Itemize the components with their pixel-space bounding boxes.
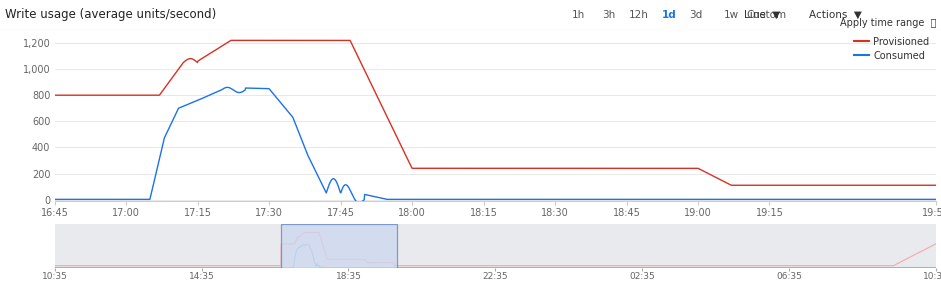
- Text: Write usage (average units/second): Write usage (average units/second): [5, 9, 215, 21]
- Text: Actions  ▼: Actions ▼: [809, 10, 862, 20]
- Text: 12h: 12h: [629, 10, 649, 20]
- Text: 1d: 1d: [662, 10, 677, 20]
- Bar: [281, 224, 397, 268]
- Text: Line  ▼: Line ▼: [744, 10, 780, 20]
- Text: 1w: 1w: [724, 10, 739, 20]
- Text: 1h: 1h: [572, 10, 585, 20]
- Text: Custom: Custom: [747, 10, 787, 20]
- Text: 3h: 3h: [602, 10, 615, 20]
- Legend: Provisioned, Consumed: Provisioned, Consumed: [852, 35, 932, 63]
- Text: Apply time range  🔍: Apply time range 🔍: [839, 18, 936, 28]
- Text: 3d: 3d: [689, 10, 702, 20]
